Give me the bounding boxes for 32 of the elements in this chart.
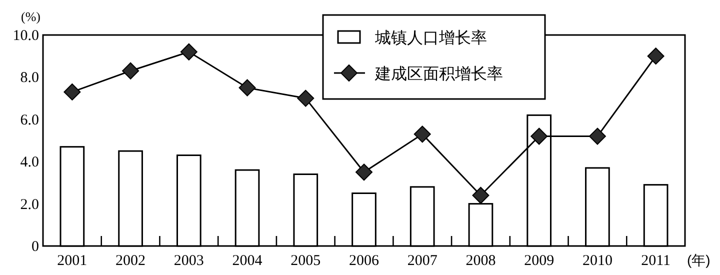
xtick: 2005 — [290, 253, 321, 269]
xtick: 2003 — [174, 253, 204, 269]
point — [647, 48, 664, 65]
xtick: 2010 — [582, 253, 612, 269]
xtick: 2001 — [57, 253, 88, 269]
point — [64, 83, 81, 100]
point — [122, 62, 140, 80]
xtick: 2004 — [232, 253, 262, 269]
point — [588, 128, 606, 145]
ytick: 6.0 — [20, 112, 39, 128]
point — [356, 164, 372, 181]
xtick: 2007 — [407, 253, 438, 269]
point — [297, 90, 314, 107]
point — [180, 43, 198, 60]
xtick: 2002 — [116, 253, 146, 269]
ytick: 2.0 — [20, 196, 39, 213]
point — [530, 128, 548, 145]
ytick: 4.0 — [20, 154, 39, 171]
ylabel: (%) — [21, 9, 40, 24]
xlabel: (年) — [687, 252, 710, 268]
legend-label: 建成区面积增长率 — [374, 65, 503, 83]
ytick: 8.0 — [20, 70, 39, 86]
point — [238, 79, 256, 96]
xtick: 2008 — [466, 253, 496, 269]
ytick: 10.0 — [12, 28, 39, 44]
ytick: 0 — [32, 239, 39, 255]
xtick: 2011 — [641, 253, 671, 269]
xtick: 2009 — [524, 253, 554, 269]
point — [414, 126, 431, 143]
point — [472, 186, 490, 204]
xtick: 2006 — [349, 253, 379, 269]
legend-label: 城镇人口增长率 — [374, 29, 487, 47]
